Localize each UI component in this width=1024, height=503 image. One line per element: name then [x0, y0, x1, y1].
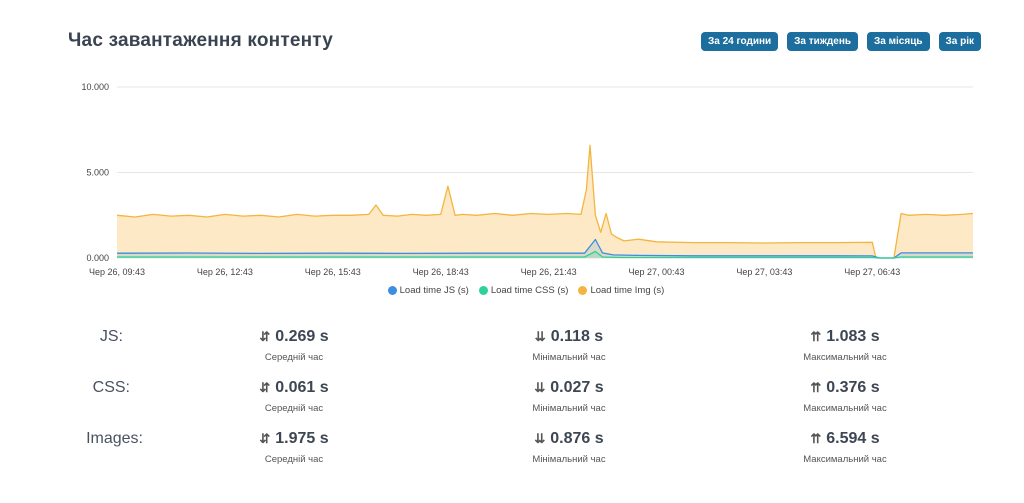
arrows-up-down-icon: ⇵	[259, 380, 270, 395]
period-year-button[interactable]: За рік	[938, 32, 981, 51]
stats-images-min-caption: Мінімальний час	[532, 454, 606, 465]
stats-css-max: ⇈ 0.376 s Максимальний час	[745, 379, 945, 414]
stats-css-min: ⇊ 0.027 s Мінімальний час	[469, 379, 669, 414]
chart-legend: Load time JS (s) Load time CSS (s) Load …	[0, 285, 1024, 296]
stats-css-avg-value: 0.061 s	[275, 379, 329, 396]
stats-images-max: ⇈ 6.594 s Максимальний час	[745, 430, 945, 465]
legend-js-swatch	[387, 286, 397, 295]
y-tick-label: 5.000	[86, 168, 109, 178]
arrow-up-to-line-icon: ⇈	[810, 380, 821, 395]
arrow-down-to-line-icon: ⇊	[534, 431, 545, 446]
stats-css-max-caption: Максимальний час	[803, 403, 887, 414]
x-tick-label: Чер 26, 21:43	[521, 267, 577, 277]
arrows-up-down-icon: ⇵	[259, 329, 270, 344]
arrow-down-to-line-icon: ⇊	[534, 380, 545, 395]
stats-js-min: ⇊ 0.118 s Мінімальний час	[469, 328, 669, 363]
stats-images-avg: ⇵ 1.975 s Середній час	[194, 430, 394, 465]
load-time-chart: 10.000 5.000 0.000 Чер 26, 09:43 Чер 26, 12:…	[81, 82, 974, 277]
stats-css-max-value: 0.376 s	[826, 379, 880, 396]
legend-img-label: Load time Img (s)	[590, 285, 665, 296]
legend-js[interactable]: Load time JS (s)	[387, 285, 469, 296]
stats-js-label: JS:	[99, 328, 123, 345]
legend-js-label: Load time JS (s)	[399, 285, 469, 296]
x-tick-label: Чер 26, 09:43	[89, 267, 145, 277]
x-tick-label: Чер 26, 12:43	[197, 267, 253, 277]
stats-css-label: CSS:	[92, 379, 130, 396]
stats-css-min-caption: Мінімальний час	[532, 403, 606, 414]
arrow-up-to-line-icon: ⇈	[810, 431, 821, 446]
arrow-up-to-line-icon: ⇈	[810, 329, 821, 344]
x-tick-label: Чер 27, 06:43	[844, 267, 900, 277]
stats-js-max: ⇈ 1.083 s Максимальний час	[745, 328, 945, 363]
x-tick-label: Чер 27, 03:43	[736, 267, 792, 277]
stats-images-avg-value: 1.975 s	[275, 430, 329, 447]
period-week-button[interactable]: За тиждень	[787, 32, 859, 51]
stats-js-avg-caption: Середній час	[264, 352, 324, 363]
legend-css-swatch	[478, 286, 488, 295]
stats-js-max-caption: Максимальний час	[803, 352, 887, 363]
stats-images-max-caption: Максимальний час	[803, 454, 887, 465]
period-buttons: За 24 години За тиждень За місяць За рік	[700, 32, 981, 51]
stats-images-min: ⇊ 0.876 s Мінімальний час	[469, 430, 669, 465]
stats-css-min-value: 0.027 s	[550, 379, 604, 396]
legend-img[interactable]: Load time Img (s)	[578, 285, 664, 296]
series-img-area	[117, 145, 973, 258]
legend-css-label: Load time CSS (s)	[490, 285, 569, 296]
stats-js-avg: ⇵ 0.269 s Середній час	[194, 328, 394, 363]
stats-images-max-value: 6.594 s	[826, 430, 880, 447]
x-tick-label: Чер 26, 15:43	[305, 267, 361, 277]
stats-images-min-value: 0.876 s	[550, 430, 604, 447]
legend-img-swatch	[578, 286, 588, 295]
x-tick-label: Чер 26, 18:43	[413, 267, 469, 277]
arrow-down-to-line-icon: ⇊	[534, 329, 546, 344]
x-tick-label: Чер 27, 00:43	[628, 267, 684, 277]
legend-css[interactable]: Load time CSS (s)	[478, 285, 569, 296]
series-img-line	[116, 144, 974, 259]
y-tick-label: 10.000	[81, 82, 109, 92]
series-css-line	[117, 250, 973, 259]
stats-js-max-value: 1.083 s	[826, 328, 880, 345]
stats-css-avg-caption: Середній час	[264, 403, 324, 414]
period-24h-button[interactable]: За 24 години	[700, 32, 779, 51]
stats-js-min-value: 0.118 s	[550, 328, 604, 345]
page-title: Час завантаження контенту	[68, 30, 334, 51]
y-tick-label: 0.000	[86, 253, 109, 263]
stats-js-avg-value: 0.269 s	[275, 328, 329, 345]
stats-images-label: Images:	[86, 430, 143, 447]
stats-images-avg-caption: Середній час	[264, 454, 324, 465]
stats-js-min-caption: Мінімальний час	[532, 352, 606, 363]
stats-css-avg: ⇵ 0.061 s Середній час	[194, 379, 394, 414]
period-month-button[interactable]: За місяць	[867, 32, 930, 51]
arrows-up-down-icon: ⇵	[259, 431, 270, 446]
